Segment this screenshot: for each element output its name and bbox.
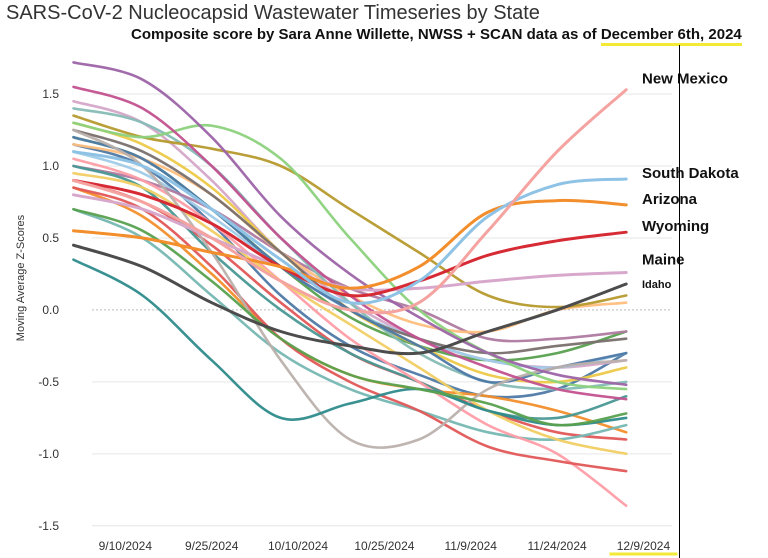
right-divider [679,45,680,558]
subtitle-date: December 6th, 2024 [600,26,742,46]
chart-title: SARS-CoV-2 Nucleocapsid Wastewater Times… [6,2,540,24]
series-label-arizona: Arizona [642,191,698,208]
y-tick-label: -1.5 [38,519,59,533]
series-line-state-14 [72,186,628,473]
series-line-state-24 [72,207,628,442]
series-line-state-19 [72,107,628,391]
subtitle-prefix: Composite score by Sara Anne Willette, N… [131,26,601,43]
series-label-maine: Maine [642,252,685,269]
x-tick-label: 11/9/2024 [444,539,497,553]
series-line-wyoming [72,178,628,298]
series-line-state-10 [72,114,628,309]
series-line-state-9 [72,121,628,391]
series-line-state-8 [72,85,628,401]
series-line-new-mexico [72,88,628,315]
series-label-idaho: Idaho [642,279,672,291]
series-line-state-30 [72,143,628,399]
y-tick-label: 0.5 [42,231,59,245]
series-label-new-mexico: New Mexico [642,71,728,88]
series-line-state-16 [72,171,628,456]
x-tick-label: 9/25/2024 [185,539,239,553]
y-tick-label: 1.5 [42,87,59,101]
x-tick-label: 11/24/2024 [528,539,587,553]
y-tick-label: -0.5 [38,375,59,389]
series-line-arizona [72,198,628,290]
series-label-wyoming: Wyoming [642,218,709,235]
x-tick-label: 9/10/2024 [99,539,153,553]
series-line-state-11 [72,207,628,427]
x-tick-label: 10/25/2024 [354,539,414,553]
series-line-state-12 [72,258,628,427]
series-lines [72,61,628,507]
y-axis-label: Moving Average Z-Scores [15,214,27,342]
x-tick-label: 12/9/2024 [617,539,671,553]
series-line-south-dakota [72,150,628,305]
x-tick-label: 10/10/2024 [268,539,328,553]
y-tick-label: 0.0 [42,303,59,317]
y-tick-label: -1.0 [38,447,59,461]
series-line-state-7 [72,61,628,387]
series-line-state-13 [72,128,628,449]
y-tick-label: 1.0 [42,159,59,173]
series-line-idaho [72,243,628,356]
series-label-south-dakota: South Dakota [642,165,739,182]
chart-subtitle: Composite score by Sara Anne Willette, N… [131,26,742,46]
series-line-state-22 [72,121,628,384]
